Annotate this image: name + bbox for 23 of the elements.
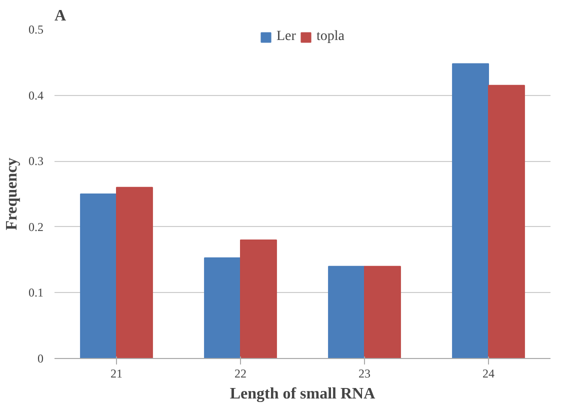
x-tick-label: 24	[482, 366, 494, 380]
x-tick-label: 22	[234, 366, 246, 380]
x-tick-label: 23	[358, 366, 370, 380]
y-tick-label: 0	[38, 352, 44, 366]
bar	[328, 266, 365, 358]
y-tick-label: 0.3	[28, 154, 44, 168]
bar	[80, 194, 117, 358]
y-axis-title: Frequency	[4, 158, 20, 230]
bar	[204, 257, 241, 358]
bar	[240, 240, 277, 358]
y-tick-label: 0.1	[28, 286, 44, 300]
x-axis-title: Length of small RNA	[230, 386, 376, 402]
y-tick-label: 0.5	[28, 22, 44, 36]
bar	[116, 186, 153, 358]
y-tick-label: 0.4	[28, 88, 44, 102]
x-tick-label: 21	[110, 366, 122, 380]
legend-label: topla	[316, 29, 344, 45]
legend-label: Ler	[276, 29, 296, 45]
chart-title: A	[54, 8, 66, 24]
bar	[452, 63, 489, 358]
bar	[488, 84, 525, 358]
bar	[364, 266, 401, 358]
y-tick-label: 0.2	[28, 220, 44, 234]
